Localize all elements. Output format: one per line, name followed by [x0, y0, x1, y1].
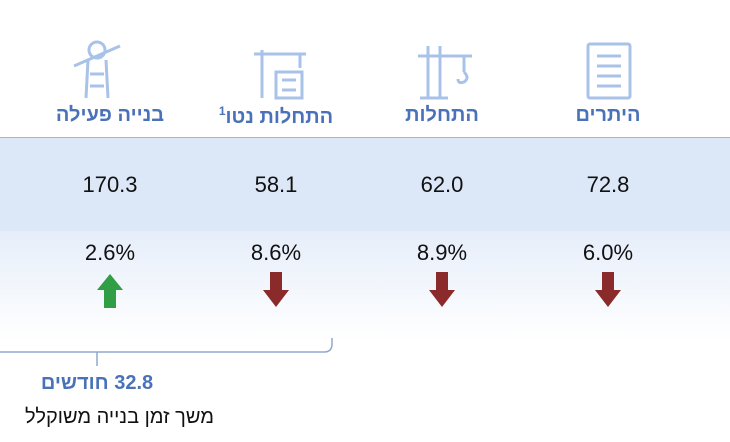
icons — [73, 40, 632, 100]
bracket — [0, 338, 333, 366]
worker-icon — [73, 40, 121, 99]
column-header: היתרים — [508, 104, 708, 127]
up-arrow — [97, 274, 123, 308]
value: 62.0 — [342, 172, 542, 198]
summary-caption: משך זמן בנייה משוקלל — [24, 406, 214, 428]
value-text: 72.8 — [586, 172, 630, 197]
column-header: בנייה פעילה — [10, 104, 210, 127]
change-text: 8.6% — [250, 240, 302, 265]
value: 58.1 — [176, 172, 376, 198]
change-text: 2.6% — [84, 240, 136, 265]
permit-icon — [586, 42, 632, 100]
value-text: 170.3 — [82, 172, 138, 197]
column-header: התחלות — [342, 104, 542, 127]
value-text: 58.1 — [254, 172, 298, 197]
value: 72.8 — [508, 172, 708, 198]
column-header-text: בנייה פעילה — [55, 104, 165, 126]
change-text: 8.9% — [416, 240, 468, 265]
change: 8.6% — [176, 240, 376, 266]
down-arrow — [595, 272, 621, 307]
value-text: 62.0 — [420, 172, 464, 197]
crane-icon — [418, 46, 472, 100]
column-header-text: התחלות — [405, 104, 479, 126]
column-header: התחלות נטו1 — [176, 104, 376, 129]
footnote-mark: 1 — [218, 104, 226, 118]
down-arrow — [263, 272, 289, 307]
change-text: 6.0% — [582, 240, 634, 265]
down-arrow — [429, 272, 455, 307]
building-crane-icon — [254, 50, 306, 100]
column-header-text: התחלות נטו — [225, 106, 334, 128]
value-band — [0, 137, 730, 232]
column-header-text: היתרים — [575, 104, 641, 126]
value: 170.3 — [10, 172, 210, 198]
change: 2.6% — [10, 240, 210, 266]
change: 8.9% — [342, 240, 542, 266]
change: 6.0% — [508, 240, 708, 266]
summary-value: 32.8 חודשים — [40, 372, 154, 394]
